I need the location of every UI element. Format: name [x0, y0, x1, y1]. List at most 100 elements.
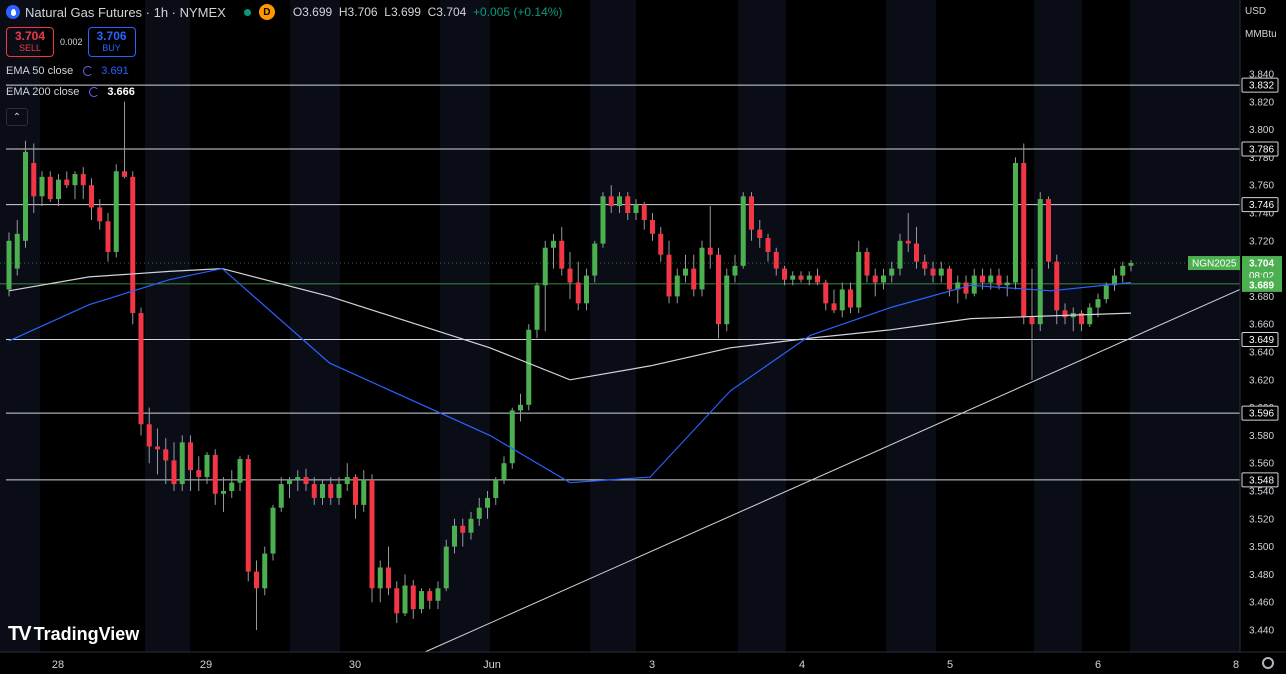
session-band — [1034, 0, 1082, 652]
candle-body — [435, 588, 441, 601]
candle-body — [394, 588, 400, 614]
symbol-title[interactable]: Natural Gas Futures · 1h · NYMEX — [25, 4, 226, 20]
currency-label[interactable]: USD — [1245, 6, 1267, 17]
candle-body — [311, 484, 317, 498]
candle-body — [146, 424, 152, 447]
candle-body — [765, 238, 771, 252]
session-band — [1130, 0, 1240, 652]
candle-body — [270, 507, 276, 554]
candle-body — [163, 449, 169, 461]
candle-body — [732, 265, 738, 276]
buy-button[interactable]: 3.706 BUY — [87, 27, 136, 57]
flame-icon — [6, 5, 20, 19]
level-tag-label: 3.548 — [1249, 475, 1274, 486]
candle-body — [806, 275, 812, 280]
candle-body — [749, 196, 754, 230]
candle-body — [204, 454, 210, 478]
candle-body — [773, 251, 779, 269]
sell-button[interactable]: 3.704 SELL — [6, 27, 54, 57]
candle-body — [551, 240, 556, 248]
candle-body — [823, 282, 829, 304]
candle-body — [1120, 265, 1126, 276]
candle-body — [881, 275, 886, 283]
y-tick-label: 3.840 — [1249, 70, 1274, 81]
level-tag-label: 3.649 — [1249, 335, 1274, 346]
market-status-icon — [243, 8, 251, 16]
chevron-up-icon: ⌃ — [12, 111, 22, 123]
candle-body — [361, 479, 367, 505]
candle-body — [848, 289, 853, 308]
candle-body — [1054, 261, 1060, 311]
tradingview-logo[interactable]: TV TradingView — [8, 623, 139, 646]
candle-body — [790, 275, 796, 280]
candle-body — [14, 233, 20, 269]
candle-body — [1112, 275, 1117, 286]
unit-label[interactable]: MMBtu — [1245, 29, 1277, 40]
candle-body — [831, 303, 837, 311]
gear-icon[interactable] — [1262, 657, 1274, 669]
y-tick-label: 3.500 — [1249, 542, 1274, 553]
candle-body — [996, 275, 1002, 286]
ohlc-close: C3.704 — [427, 5, 467, 19]
candle-body — [699, 247, 705, 290]
candle-body — [509, 410, 515, 464]
price-tag-label: 3.704 — [1249, 259, 1274, 270]
candle-body — [575, 282, 581, 304]
indicator-ema50[interactable]: EMA 50 close 3.691 — [6, 65, 129, 77]
level-tag-label: 3.786 — [1249, 145, 1274, 156]
candle-body — [798, 275, 804, 280]
x-tick-label: 4 — [799, 659, 805, 671]
candle-body — [287, 479, 292, 485]
x-tick-label: 8 — [1233, 659, 1239, 671]
candle-body — [666, 254, 672, 297]
ohlc-open: O3.699 — [292, 5, 333, 19]
candle-body — [716, 254, 721, 325]
candle-body — [245, 459, 251, 572]
candle-body — [1062, 310, 1068, 318]
collapse-indicators-button[interactable]: ⌃ — [6, 108, 28, 126]
candle-body — [501, 463, 507, 480]
session-band — [886, 0, 936, 652]
candle-body — [872, 275, 878, 283]
level-tag-label: 3.746 — [1249, 200, 1274, 211]
candle-body — [1046, 199, 1051, 262]
candle-body — [179, 442, 185, 485]
candle-body — [955, 282, 961, 290]
candle-body — [47, 176, 53, 200]
candle-body — [1087, 307, 1093, 325]
ohlc-low: L3.699 — [384, 5, 421, 19]
y-tick-label: 3.660 — [1249, 320, 1274, 331]
chart-header: Natural Gas Futures · 1h · NYMEX D O3.69… — [6, 4, 562, 20]
sell-price: 3.704 — [14, 29, 46, 43]
level-tag — [1241, 141, 1279, 157]
ema200-line — [8, 267, 1132, 381]
level-tag — [1241, 197, 1279, 213]
y-tick-label: 3.720 — [1249, 236, 1274, 247]
x-tick-label: 6 — [1095, 659, 1101, 671]
candle-body — [410, 585, 416, 610]
session-band — [590, 0, 636, 652]
candle-body — [452, 525, 457, 547]
ema50-tag — [1242, 277, 1282, 292]
candle-body — [122, 171, 127, 177]
candle-body — [320, 484, 325, 498]
y-tick-label: 3.560 — [1249, 459, 1274, 470]
candle-body — [468, 518, 474, 533]
candle-body — [229, 482, 235, 491]
candle-body — [303, 477, 309, 485]
ema50-tag-label: 3.689 — [1249, 280, 1274, 291]
candle-body — [683, 268, 688, 276]
candle-body — [518, 404, 523, 411]
indicator-ema200[interactable]: EMA 200 close 3.666 — [6, 86, 135, 98]
level-tag — [1241, 472, 1279, 488]
spread-value: 0.002 — [60, 37, 83, 47]
candle-body — [1128, 263, 1134, 266]
level-tag — [1241, 77, 1279, 93]
loading-icon — [89, 87, 100, 97]
candle-body — [443, 546, 449, 589]
candle-body — [658, 233, 664, 255]
delayed-badge[interactable]: D — [258, 4, 275, 20]
candle-body — [1013, 162, 1018, 283]
